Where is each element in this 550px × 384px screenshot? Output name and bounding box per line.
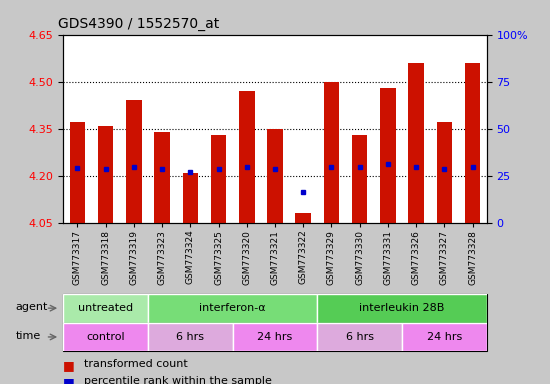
- Bar: [352, 135, 367, 223]
- Text: ■: ■: [63, 376, 75, 384]
- Bar: [155, 132, 170, 223]
- Bar: [148, 323, 233, 351]
- Bar: [148, 294, 317, 323]
- Text: 6 hrs: 6 hrs: [346, 332, 373, 342]
- Text: control: control: [86, 332, 125, 342]
- Bar: [380, 88, 395, 223]
- Text: agent: agent: [16, 302, 48, 312]
- Text: time: time: [16, 331, 41, 341]
- Text: interleukin 28B: interleukin 28B: [359, 303, 445, 313]
- Bar: [402, 323, 487, 351]
- Bar: [126, 101, 141, 223]
- Text: transformed count: transformed count: [84, 359, 188, 369]
- Bar: [317, 294, 487, 323]
- Text: interferon-α: interferon-α: [199, 303, 266, 313]
- Text: ■: ■: [63, 359, 75, 372]
- Bar: [98, 126, 113, 223]
- Bar: [211, 135, 226, 223]
- Bar: [409, 63, 424, 223]
- Bar: [63, 294, 148, 323]
- Text: 24 hrs: 24 hrs: [257, 332, 293, 342]
- Bar: [63, 294, 487, 323]
- Bar: [324, 82, 339, 223]
- Bar: [239, 91, 255, 223]
- Bar: [70, 122, 85, 223]
- Bar: [267, 129, 283, 223]
- Bar: [183, 172, 198, 223]
- Text: untreated: untreated: [78, 303, 133, 313]
- Bar: [63, 323, 487, 351]
- Bar: [437, 122, 452, 223]
- Bar: [63, 323, 148, 351]
- Bar: [295, 213, 311, 223]
- Text: 24 hrs: 24 hrs: [427, 332, 462, 342]
- Bar: [233, 323, 317, 351]
- Text: GDS4390 / 1552570_at: GDS4390 / 1552570_at: [58, 17, 219, 31]
- Bar: [317, 323, 402, 351]
- Text: percentile rank within the sample: percentile rank within the sample: [84, 376, 272, 384]
- Text: 6 hrs: 6 hrs: [177, 332, 204, 342]
- Bar: [465, 63, 480, 223]
